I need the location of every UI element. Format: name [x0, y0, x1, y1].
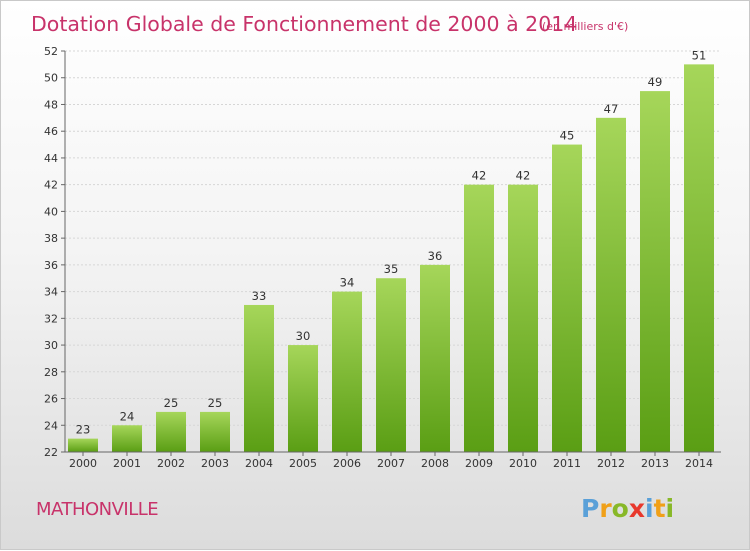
y-tick-label: 22	[44, 446, 58, 459]
x-tick-label-2011: 2011	[553, 457, 581, 470]
y-tick-label: 40	[44, 205, 58, 218]
logo-letter: P	[581, 494, 599, 523]
axes: 22 24 26 28 30 32 34 36 38 40 42 44 46 48 50 52 2000 2001…	[44, 45, 721, 470]
bar-2014	[684, 64, 714, 452]
bar-2010	[508, 184, 538, 452]
bar-2002	[156, 411, 186, 452]
x-tick-label-2003: 2003	[201, 457, 229, 470]
value-label-2000: 23	[76, 423, 91, 437]
value-label-2004: 33	[252, 289, 267, 303]
y-tick-label: 44	[44, 152, 58, 165]
chart-subtitle: (en milliers d'€)	[542, 20, 628, 33]
x-tick-label-2001: 2001	[113, 457, 141, 470]
y-tick-label: 50	[44, 72, 58, 85]
y-tick-label: 30	[44, 339, 58, 352]
x-tick-label-2014: 2014	[685, 457, 713, 470]
logo-letter: o	[612, 494, 629, 523]
value-label-2014: 51	[692, 48, 707, 62]
chart-title: Dotation Globale de Fonctionnement de 20…	[31, 12, 577, 36]
value-label-2001: 24	[120, 409, 135, 423]
value-label-2007: 35	[384, 262, 399, 276]
logo-letter: r	[599, 494, 612, 523]
x-tick-label-2010: 2010	[509, 457, 537, 470]
bar-2003	[200, 411, 230, 452]
x-tick-label-2002: 2002	[157, 457, 185, 470]
y-tick-label: 28	[44, 366, 58, 379]
y-tick-label: 24	[44, 419, 58, 432]
bar-2012	[596, 117, 626, 452]
value-label-2011: 45	[560, 129, 575, 143]
bar-2013	[640, 91, 670, 452]
y-tick-label: 36	[44, 259, 58, 272]
bar-2007	[376, 278, 406, 452]
logo-letter: x	[629, 494, 645, 523]
value-label-2002: 25	[164, 396, 179, 410]
y-tick-label: 34	[44, 286, 58, 299]
y-tick-label: 52	[44, 45, 58, 58]
y-tick-label: 48	[44, 98, 58, 111]
x-tick-label-2006: 2006	[333, 457, 361, 470]
y-tick-label: 38	[44, 232, 58, 245]
value-label-2013: 49	[648, 75, 663, 89]
x-tick-label-2007: 2007	[377, 457, 405, 470]
logo-letter: i	[666, 494, 675, 523]
bar-2001	[112, 425, 142, 452]
bar-2005	[288, 345, 318, 452]
x-tick-label-2000: 2000	[69, 457, 97, 470]
x-tick-label-2005: 2005	[289, 457, 317, 470]
bar-2004	[244, 304, 274, 452]
y-tick-label: 46	[44, 125, 58, 138]
value-label-2012: 47	[604, 102, 619, 116]
logo-letter: i	[645, 494, 654, 523]
logo-letter: t	[654, 494, 666, 523]
x-tick-label-2012: 2012	[597, 457, 625, 470]
value-label-2005: 30	[296, 329, 311, 343]
value-label-2003: 25	[208, 396, 223, 410]
bar-2000	[68, 438, 98, 452]
value-label-2008: 36	[428, 249, 443, 263]
y-tick-label: 42	[44, 179, 58, 192]
bars: 23 24 25 25 33 30 34 35 36 42 42 45 47 49 51	[68, 48, 714, 453]
x-tick-label-2013: 2013	[641, 457, 669, 470]
y-tick-label: 32	[44, 312, 58, 325]
value-label-2009: 42	[472, 169, 487, 183]
y-tick-label: 26	[44, 393, 58, 406]
bar-2009	[464, 184, 494, 452]
x-tick-label-2009: 2009	[465, 457, 493, 470]
town-name: MATHONVILLE	[36, 499, 158, 520]
value-label-2010: 42	[516, 169, 531, 183]
x-tick-label-2008: 2008	[421, 457, 449, 470]
value-label-2006: 34	[340, 276, 355, 290]
bar-2008	[420, 264, 450, 452]
bar-2011	[552, 144, 582, 453]
x-tick-label-2004: 2004	[245, 457, 273, 470]
proxiti-logo: Proxiti	[581, 494, 674, 523]
bar-2006	[332, 291, 362, 452]
